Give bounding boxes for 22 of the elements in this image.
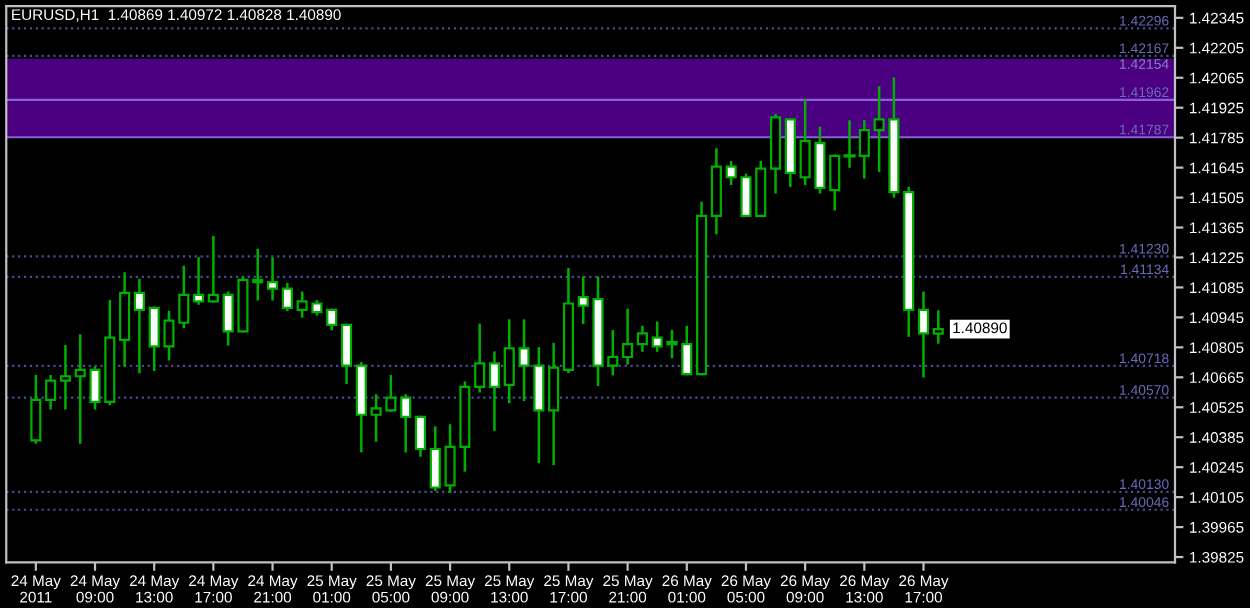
candlestick [932, 310, 944, 344]
candlestick [429, 426, 441, 491]
candlestick [207, 235, 219, 303]
candlestick [548, 342, 560, 466]
candlestick [622, 308, 634, 365]
candlestick [30, 375, 42, 444]
candlestick [400, 394, 412, 453]
candlestick [193, 257, 205, 305]
candlestick [267, 257, 279, 301]
candlestick [636, 325, 648, 352]
candlestick [474, 323, 486, 393]
candlestick [119, 272, 131, 367]
candlestick [917, 291, 930, 378]
candlestick [326, 308, 338, 331]
candlestick [281, 282, 293, 312]
candlestick [414, 415, 427, 457]
candlestick [503, 319, 515, 404]
candlestick [488, 351, 501, 431]
candlestick [340, 323, 353, 384]
candlestick [59, 345, 71, 410]
candlestick [45, 375, 57, 410]
candlestick [133, 278, 145, 374]
